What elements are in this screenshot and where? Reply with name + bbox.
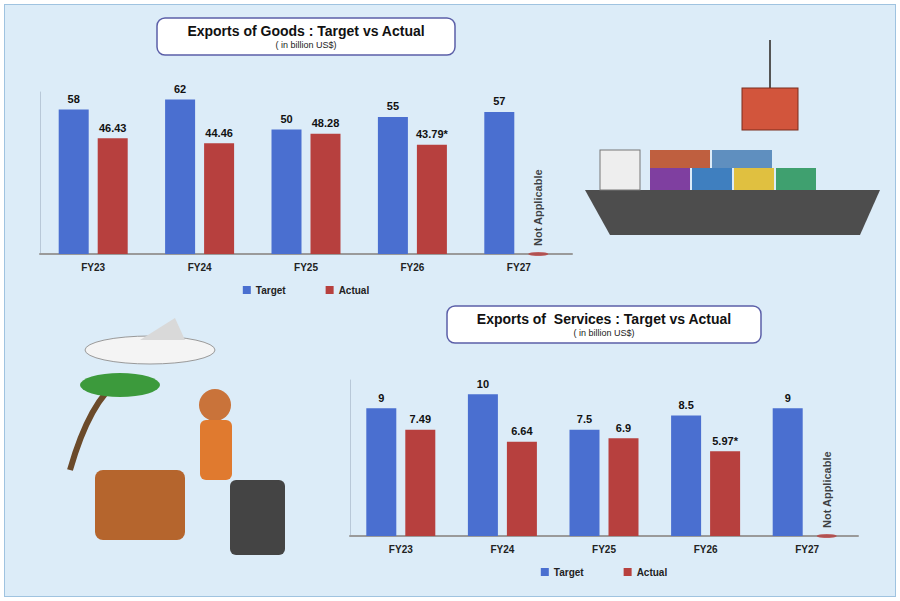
svg-text:FY25: FY25 xyxy=(592,544,616,555)
svg-text:Target: Target xyxy=(256,285,286,296)
svg-text:5.97*: 5.97* xyxy=(712,435,738,447)
svg-text:9: 9 xyxy=(785,392,791,404)
svg-text:Exports of Services : Target: Exports of Services : Target vs Actual xyxy=(477,311,731,327)
svg-text:7.5: 7.5 xyxy=(577,413,592,425)
svg-text:Not Applicable: Not Applicable xyxy=(532,169,544,246)
svg-text:FY25: FY25 xyxy=(294,262,318,273)
svg-text:FY24: FY24 xyxy=(490,544,514,555)
svg-text:Exports of Goods : Target vs A: Exports of Goods : Target vs Actual xyxy=(187,23,424,39)
svg-text:FY27: FY27 xyxy=(795,544,819,555)
svg-text:48.28: 48.28 xyxy=(312,117,340,129)
svg-text:55: 55 xyxy=(387,100,399,112)
svg-text:50: 50 xyxy=(280,113,292,125)
svg-text:FY26: FY26 xyxy=(400,262,424,273)
svg-text:43.79*: 43.79* xyxy=(416,128,449,140)
svg-text:10: 10 xyxy=(477,378,489,390)
svg-text:FY27: FY27 xyxy=(507,262,531,273)
svg-text:Target: Target xyxy=(554,567,584,578)
svg-text:FY24: FY24 xyxy=(188,262,212,273)
svg-text:6.9: 6.9 xyxy=(616,422,631,434)
svg-text:46.43: 46.43 xyxy=(99,122,127,134)
svg-text:FY23: FY23 xyxy=(389,544,413,555)
svg-text:FY26: FY26 xyxy=(694,544,718,555)
svg-text:Actual: Actual xyxy=(339,285,370,296)
svg-text:Not Applicable: Not Applicable xyxy=(821,451,833,528)
svg-text:FY23: FY23 xyxy=(81,262,105,273)
svg-text:62: 62 xyxy=(174,83,186,95)
svg-text:58: 58 xyxy=(68,93,80,105)
svg-text:44.46: 44.46 xyxy=(205,127,233,139)
svg-text:( in billion US$): ( in billion US$) xyxy=(573,328,634,338)
svg-text:7.49: 7.49 xyxy=(410,413,431,425)
svg-text:57: 57 xyxy=(493,95,505,107)
svg-text:( in billion US$): ( in billion US$) xyxy=(275,40,336,50)
svg-text:Actual: Actual xyxy=(637,567,668,578)
svg-text:9: 9 xyxy=(378,392,384,404)
svg-text:8.5: 8.5 xyxy=(678,399,693,411)
svg-text:6.64: 6.64 xyxy=(511,425,533,437)
